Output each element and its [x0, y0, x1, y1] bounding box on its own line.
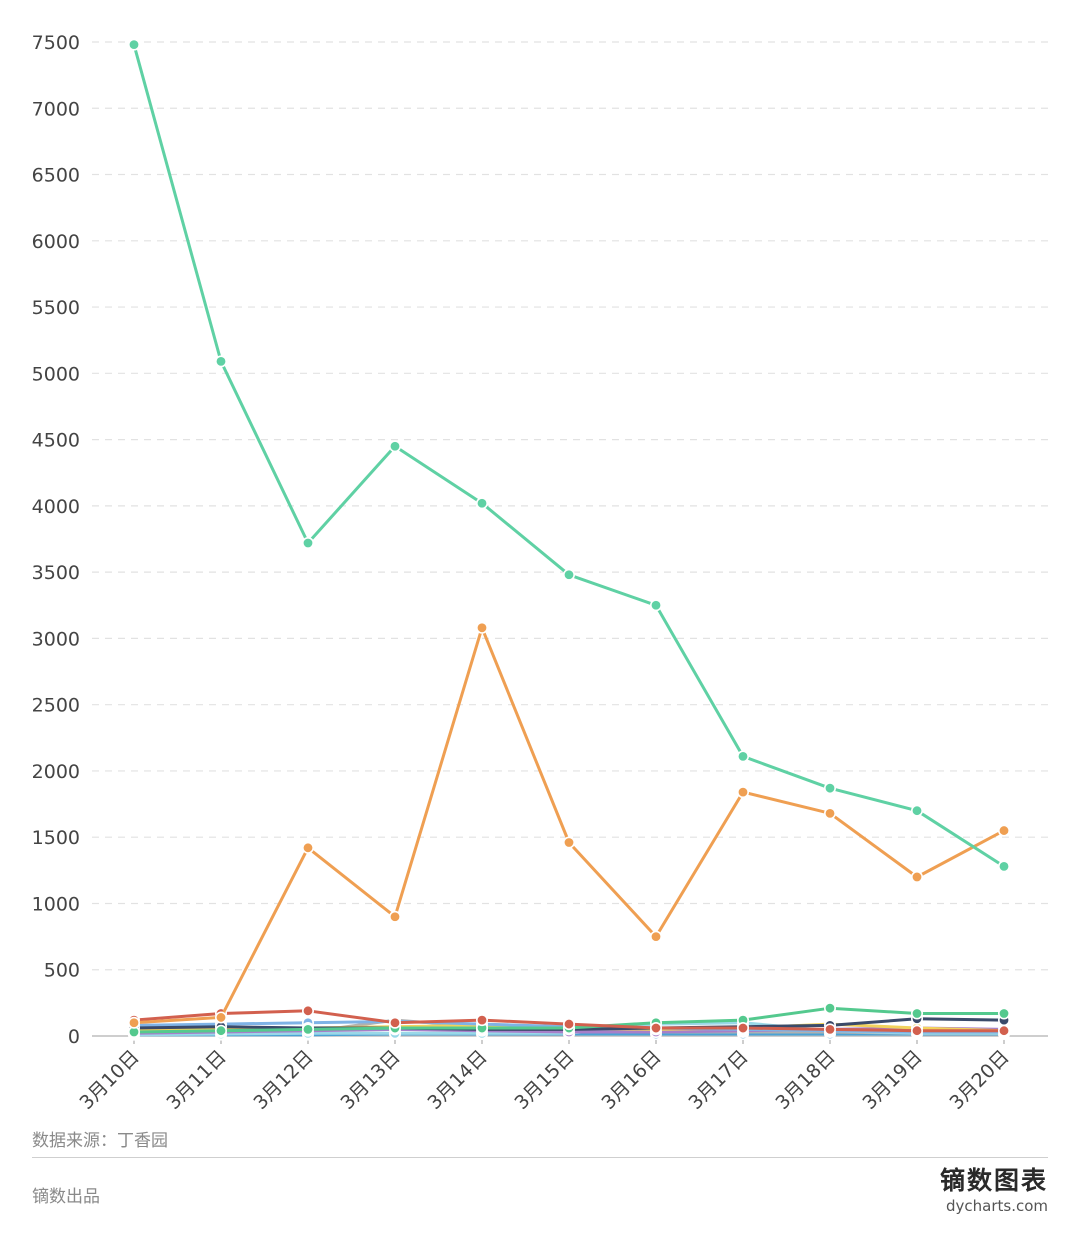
y-tick-label: 6500 [32, 165, 80, 187]
x-tick-label: 3月13日 [336, 1046, 404, 1110]
data-point [823, 1023, 836, 1036]
data-point [910, 1007, 923, 1020]
y-tick-label: 1500 [32, 827, 80, 849]
y-tick-label: 5500 [32, 297, 80, 319]
data-point [736, 786, 749, 799]
data-point [997, 1007, 1010, 1020]
brand-url: dycharts.com [945, 1197, 1048, 1215]
brand-name: 镝数图表 [939, 1166, 1048, 1195]
data-point [301, 1004, 314, 1017]
y-tick-label: 5000 [32, 363, 80, 385]
data-point [649, 599, 662, 612]
data-point [215, 1011, 228, 1024]
x-tick-label: 3月15日 [510, 1046, 578, 1110]
data-point [649, 1022, 662, 1035]
producer-note: 镝数出品 [32, 1187, 100, 1207]
data-point [475, 621, 488, 634]
y-tick-label: 2000 [32, 761, 80, 783]
data-point [388, 440, 401, 453]
data-point [301, 536, 314, 549]
y-tick-label: 3500 [32, 562, 80, 584]
y-tick-label: 4500 [32, 430, 80, 452]
data-point [823, 782, 836, 795]
y-tick-label: 4000 [32, 496, 80, 518]
data-point [475, 1014, 488, 1027]
data-point [562, 1018, 575, 1031]
y-tick-label: 3000 [32, 628, 80, 650]
x-tick-label: 3月19日 [858, 1046, 926, 1110]
y-tick-label: 6000 [32, 231, 80, 253]
data-point [910, 1024, 923, 1037]
x-tick-label: 3月20日 [945, 1046, 1013, 1110]
y-tick-label: 7500 [32, 32, 80, 54]
data-point [823, 807, 836, 820]
y-tick-label: 0 [68, 1026, 80, 1048]
data-point [128, 1016, 141, 1029]
data-point [562, 836, 575, 849]
data-point [910, 870, 923, 883]
data-point [128, 38, 141, 51]
data-point [475, 497, 488, 510]
data-point [388, 1016, 401, 1029]
brand-logo: 镝数图表 dycharts.com [940, 1166, 1048, 1216]
x-tick-label: 3月16日 [597, 1046, 665, 1110]
footer-divider [32, 1157, 1048, 1158]
y-tick-label: 1000 [32, 893, 80, 915]
x-tick-label: 3月11日 [162, 1046, 230, 1110]
series-line [132, 43, 1006, 868]
line-chart: 0 500 1000 1500 2000 2500 3000 3500 4000 4500 5000… [32, 32, 1048, 1110]
data-point [562, 568, 575, 581]
x-tick-label: 3月17日 [684, 1046, 752, 1110]
data-point [997, 824, 1010, 837]
data-point [301, 1023, 314, 1036]
data-point [301, 841, 314, 854]
data-source-note: 数据来源：丁香园 [32, 1131, 168, 1151]
y-tick-label: 7000 [32, 98, 80, 120]
data-point [649, 930, 662, 943]
data-point [215, 1024, 228, 1037]
data-point [736, 1022, 749, 1035]
data-point [997, 860, 1010, 873]
y-tick-label: 500 [44, 960, 80, 982]
x-tick-label: 3月12日 [249, 1046, 317, 1110]
data-point [997, 1024, 1010, 1037]
data-point [388, 910, 401, 923]
y-tick-label: 2500 [32, 695, 80, 717]
data-point [215, 355, 228, 368]
data-point [736, 750, 749, 763]
x-tick-label: 3月18日 [771, 1046, 839, 1110]
x-tick-label: 3月10日 [75, 1046, 143, 1110]
data-point [823, 1002, 836, 1015]
data-point [910, 804, 923, 817]
x-tick-label: 3月14日 [423, 1046, 491, 1110]
series-line [132, 626, 1006, 1025]
